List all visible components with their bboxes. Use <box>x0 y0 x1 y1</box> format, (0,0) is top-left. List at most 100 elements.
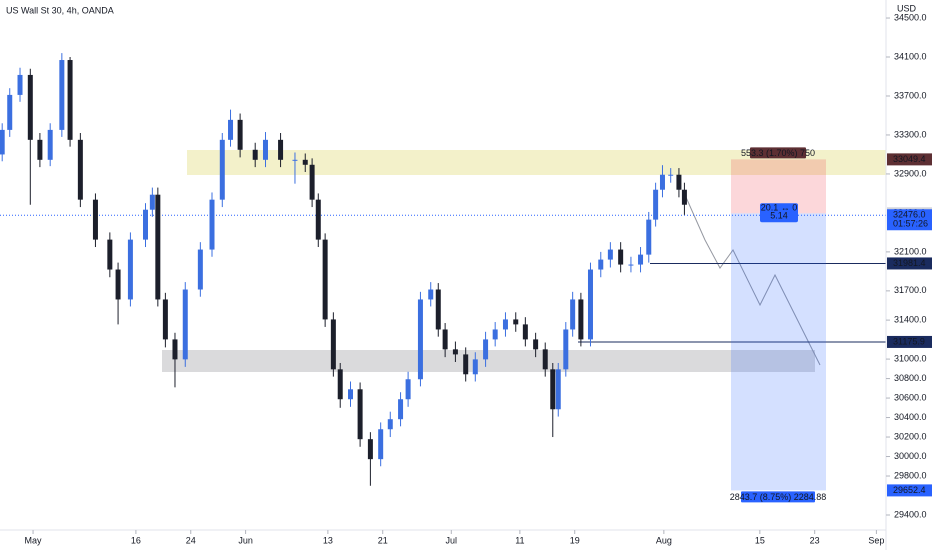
candle-body <box>607 249 613 260</box>
ratio-label: 20.1 ↔ 0 <box>761 203 798 213</box>
y-tick-label: 30200.0 <box>894 431 927 441</box>
candle-body <box>17 74 23 95</box>
candle-body <box>570 299 576 330</box>
x-tick-label: 19 <box>570 535 580 545</box>
candle-body <box>209 199 215 250</box>
target-label-bg <box>750 147 806 159</box>
price-label-bg <box>887 484 932 497</box>
candle-body <box>378 429 384 460</box>
price-label: 31981.4 <box>893 258 926 268</box>
candle-body <box>228 119 234 140</box>
x-tick-label: 15 <box>755 535 765 545</box>
x-tick-label: 13 <box>323 535 333 545</box>
price-label-bg <box>887 257 932 270</box>
y-tick-label: 30600.0 <box>894 392 927 402</box>
candle-body <box>502 319 508 330</box>
candle-body <box>162 299 168 340</box>
candle-body <box>47 129 53 160</box>
price-label: 32476.0 <box>893 210 926 220</box>
candle-body <box>115 269 121 300</box>
candle-body <box>417 299 423 380</box>
candle-body <box>27 74 33 140</box>
x-tick-label: 23 <box>810 535 820 545</box>
price-label: 29652.4 <box>893 485 926 495</box>
candle-body <box>533 339 539 350</box>
candle-body <box>472 359 478 375</box>
candle-body <box>555 369 561 410</box>
candle-body <box>219 139 225 200</box>
y-tick-label: 29400.0 <box>894 509 927 519</box>
forecast-path <box>684 194 821 366</box>
target-label: 553.3 (1.70%) 750 <box>741 148 815 158</box>
candle-body <box>237 119 243 150</box>
candle-body <box>513 319 519 325</box>
candle-body <box>492 329 498 340</box>
candle-body <box>142 209 148 240</box>
candle-body <box>659 174 665 190</box>
candle-body <box>315 199 321 240</box>
candle-body <box>452 349 458 355</box>
x-tick-label: May <box>25 535 43 545</box>
candle-body <box>578 299 584 340</box>
candle-body <box>442 329 448 350</box>
candle-body <box>435 289 441 330</box>
y-tick-label: 34100.0 <box>894 51 927 61</box>
x-tick-label: Sep <box>868 535 884 545</box>
countdown: 01:57:26 <box>893 219 928 229</box>
candle-body <box>155 194 161 300</box>
candle-body <box>398 399 404 420</box>
candle-body <box>197 249 203 290</box>
candle-body <box>668 174 674 176</box>
candle-body <box>172 339 178 360</box>
candle-body <box>463 354 469 375</box>
y-tick-label: 31700.0 <box>894 285 927 295</box>
chart-title: US Wall St 30, 4h, OANDA <box>6 5 114 15</box>
candle-body <box>337 369 343 400</box>
candle-body <box>59 60 65 130</box>
candle-body <box>149 194 155 210</box>
candle-body <box>638 254 644 265</box>
candle-body <box>646 219 652 255</box>
candle-body <box>681 189 687 205</box>
candle-body <box>628 264 634 266</box>
x-tick-label: 21 <box>378 535 388 545</box>
candle-body <box>428 289 434 300</box>
candle-body <box>587 269 593 340</box>
y-tick-label: 31000.0 <box>894 353 927 363</box>
x-tick-label: Jun <box>238 535 253 545</box>
candle-body <box>357 389 363 440</box>
y-tick-label: 31400.0 <box>894 314 927 324</box>
candle-body <box>387 419 393 430</box>
y-tick-label: 30000.0 <box>894 451 927 461</box>
candle-body <box>348 389 354 400</box>
ratio-label-bg <box>760 203 798 223</box>
x-tick-label: 24 <box>186 535 196 545</box>
price-label: 31175.9 <box>893 336 925 346</box>
candle-body <box>292 159 298 161</box>
candle-body <box>542 349 548 370</box>
candle-body <box>483 339 489 360</box>
plot: 553.3 (1.70%) 750 20.1 ↔ 05.14 2843.7 (8.7… <box>0 53 886 503</box>
candle-body <box>127 239 133 300</box>
candle-body <box>67 60 73 140</box>
stop-label: 2843.7 (8.75%) 2284.88 <box>730 492 827 502</box>
candle-body <box>107 239 113 270</box>
y-tick-label: 33700.0 <box>894 90 927 100</box>
candle-body <box>330 319 336 370</box>
candle-body <box>618 249 624 265</box>
candle-body <box>92 199 98 240</box>
candle-body <box>550 369 556 410</box>
x-tick-label: Aug <box>656 535 672 545</box>
y-tick-label: 34500.0 <box>894 12 927 22</box>
y-tick-label: 30400.0 <box>894 412 927 422</box>
stop-box <box>731 213 826 491</box>
y-tick-label: 32900.0 <box>894 168 927 178</box>
y-tick-label: 29800.0 <box>894 470 927 480</box>
candle-body <box>182 289 188 360</box>
y-tick-label: 30800.0 <box>894 373 927 383</box>
price-label-bg <box>887 335 932 348</box>
candle-body <box>278 139 284 160</box>
candle-body <box>367 439 373 460</box>
candle-body <box>322 239 328 320</box>
